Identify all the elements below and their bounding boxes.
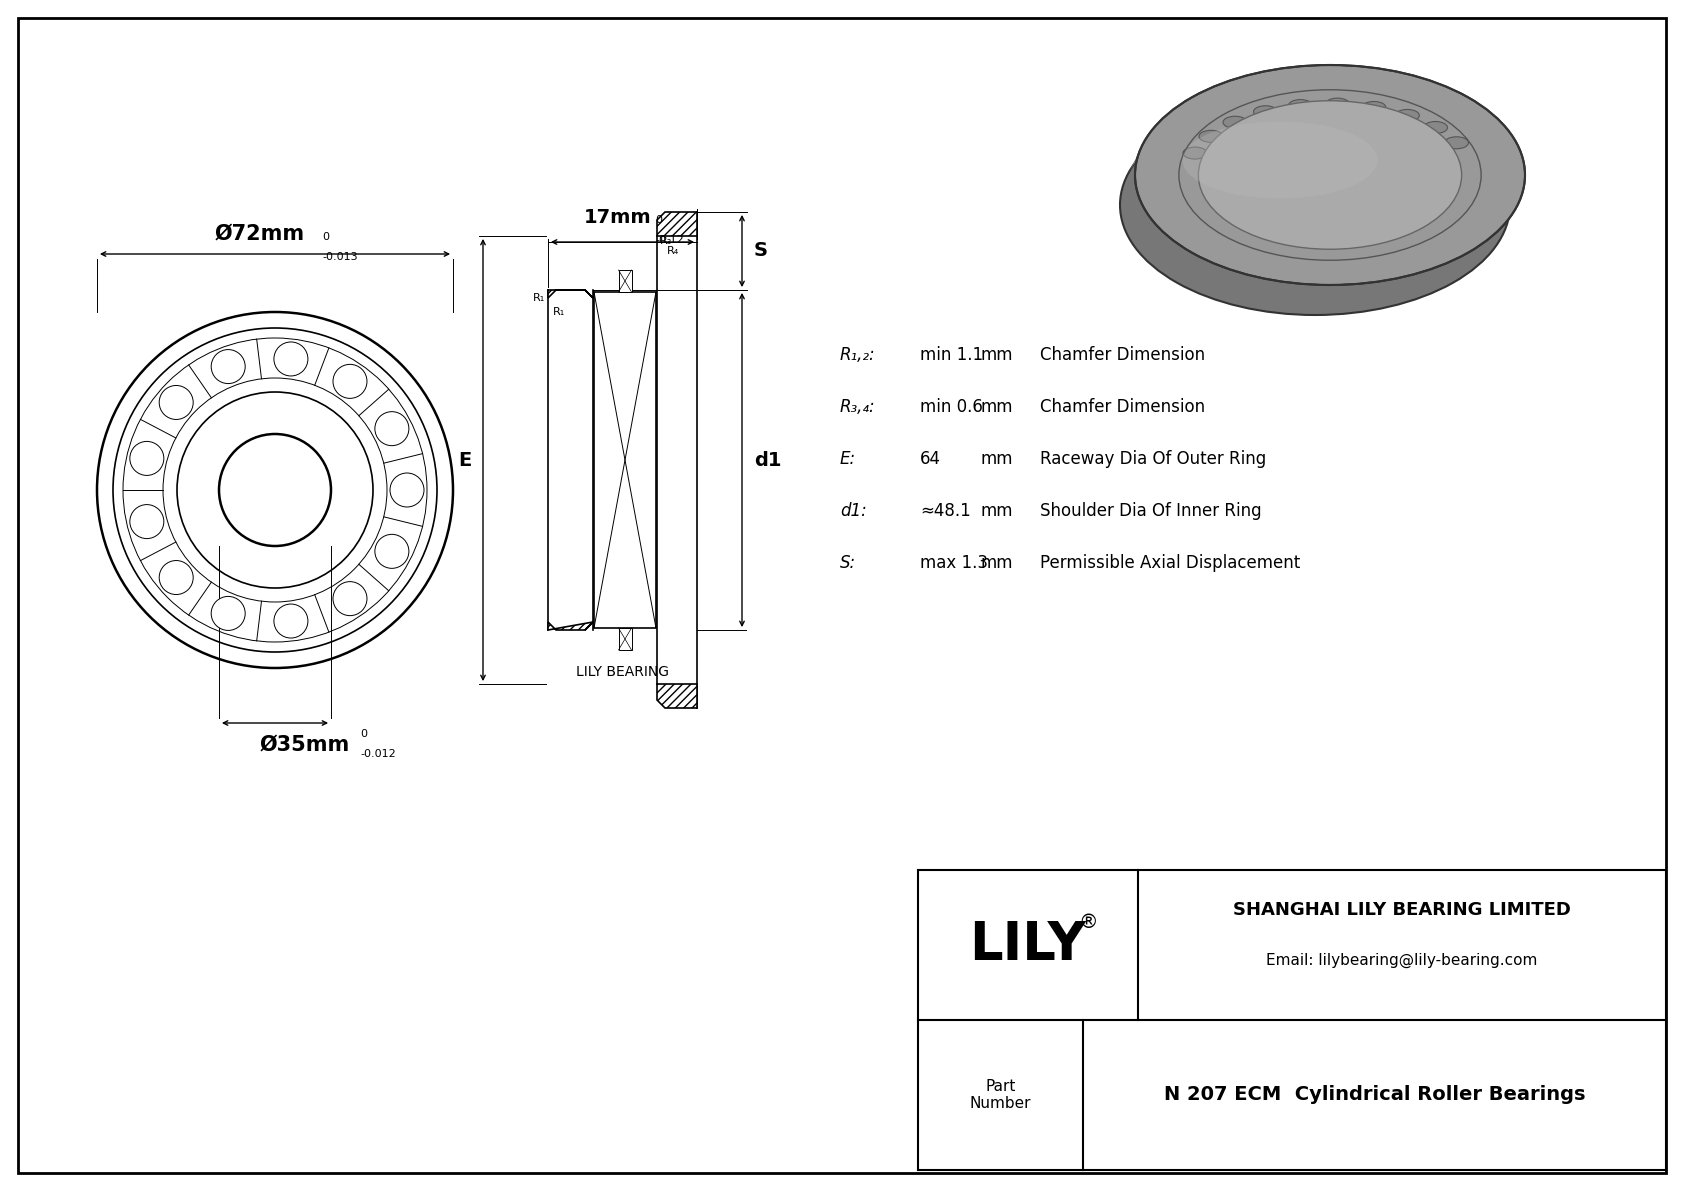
Text: Ø72mm: Ø72mm	[216, 224, 305, 244]
Text: 0: 0	[655, 216, 662, 225]
Circle shape	[274, 604, 308, 638]
Text: Ø35mm: Ø35mm	[259, 735, 350, 755]
Ellipse shape	[1445, 137, 1468, 149]
Polygon shape	[657, 212, 697, 236]
Text: max 1.3: max 1.3	[919, 554, 989, 572]
Text: ®: ®	[1078, 913, 1098, 933]
Text: min 1.1: min 1.1	[919, 347, 983, 364]
Text: min 0.6: min 0.6	[919, 398, 983, 416]
Ellipse shape	[1182, 121, 1378, 199]
Polygon shape	[547, 622, 593, 630]
Text: 17mm: 17mm	[584, 208, 652, 227]
Text: mm: mm	[980, 554, 1012, 572]
Text: E: E	[458, 450, 472, 469]
Text: mm: mm	[980, 501, 1012, 520]
Text: mm: mm	[980, 398, 1012, 416]
Polygon shape	[618, 628, 632, 650]
Polygon shape	[657, 684, 697, 707]
Text: -0.12: -0.12	[655, 235, 684, 245]
Circle shape	[130, 505, 163, 538]
Circle shape	[160, 386, 194, 419]
Polygon shape	[618, 270, 632, 292]
Circle shape	[376, 412, 409, 445]
Text: Shoulder Dia Of Inner Ring: Shoulder Dia Of Inner Ring	[1041, 501, 1261, 520]
Text: LILY BEARING: LILY BEARING	[576, 665, 669, 679]
Text: S: S	[754, 242, 768, 261]
Text: d1: d1	[754, 450, 781, 469]
Polygon shape	[594, 292, 657, 628]
Text: SHANGHAI LILY BEARING LIMITED: SHANGHAI LILY BEARING LIMITED	[1233, 902, 1571, 919]
Polygon shape	[1241, 175, 1404, 205]
Ellipse shape	[1199, 130, 1223, 143]
Text: Permissible Axial Displacement: Permissible Axial Displacement	[1041, 554, 1300, 572]
Ellipse shape	[1253, 106, 1278, 118]
Text: mm: mm	[980, 347, 1012, 364]
Ellipse shape	[1182, 146, 1207, 160]
Ellipse shape	[1256, 133, 1404, 217]
Text: Email: lilybearing@lily-bearing.com: Email: lilybearing@lily-bearing.com	[1266, 953, 1537, 967]
Text: -0.013: -0.013	[322, 252, 357, 262]
Text: Raceway Dia Of Outer Ring: Raceway Dia Of Outer Ring	[1041, 450, 1266, 468]
Circle shape	[391, 473, 424, 507]
Circle shape	[160, 561, 194, 594]
Text: R₁: R₁	[552, 307, 566, 317]
Ellipse shape	[1223, 117, 1248, 129]
Circle shape	[274, 342, 308, 376]
Text: N 207 ECM  Cylindrical Roller Bearings: N 207 ECM Cylindrical Roller Bearings	[1164, 1085, 1585, 1104]
Ellipse shape	[1288, 100, 1312, 112]
Text: mm: mm	[980, 450, 1012, 468]
Text: ≈48.1: ≈48.1	[919, 501, 970, 520]
Ellipse shape	[1135, 66, 1526, 285]
Text: 0: 0	[360, 729, 367, 738]
Text: d1:: d1:	[840, 501, 867, 520]
Text: R₃: R₃	[660, 236, 672, 247]
Text: 64: 64	[919, 450, 941, 468]
Circle shape	[333, 581, 367, 616]
Text: R₁: R₁	[532, 293, 546, 303]
Text: R₃,₄:: R₃,₄:	[840, 398, 876, 416]
Ellipse shape	[1241, 163, 1389, 247]
Text: Chamfer Dimension: Chamfer Dimension	[1041, 347, 1206, 364]
Text: R₄: R₄	[667, 247, 679, 256]
Bar	[918, 869, 1665, 1170]
Text: S:: S:	[840, 554, 855, 572]
Ellipse shape	[1423, 121, 1448, 133]
Text: Chamfer Dimension: Chamfer Dimension	[1041, 398, 1206, 416]
Polygon shape	[1130, 66, 1516, 172]
Text: R₁,₂:: R₁,₂:	[840, 347, 876, 364]
Text: Part
Number: Part Number	[970, 1079, 1031, 1111]
Text: -0.012: -0.012	[360, 749, 396, 759]
Text: LILY: LILY	[970, 919, 1086, 971]
Circle shape	[210, 350, 246, 384]
Ellipse shape	[1396, 110, 1420, 121]
Polygon shape	[547, 289, 593, 298]
Circle shape	[333, 364, 367, 398]
Text: 0: 0	[322, 232, 328, 242]
Text: E:: E:	[840, 450, 855, 468]
Ellipse shape	[1362, 101, 1386, 113]
Ellipse shape	[1325, 98, 1349, 110]
Circle shape	[210, 597, 246, 630]
Ellipse shape	[1199, 101, 1462, 249]
Ellipse shape	[1120, 95, 1511, 314]
Circle shape	[130, 442, 163, 475]
Circle shape	[376, 535, 409, 568]
